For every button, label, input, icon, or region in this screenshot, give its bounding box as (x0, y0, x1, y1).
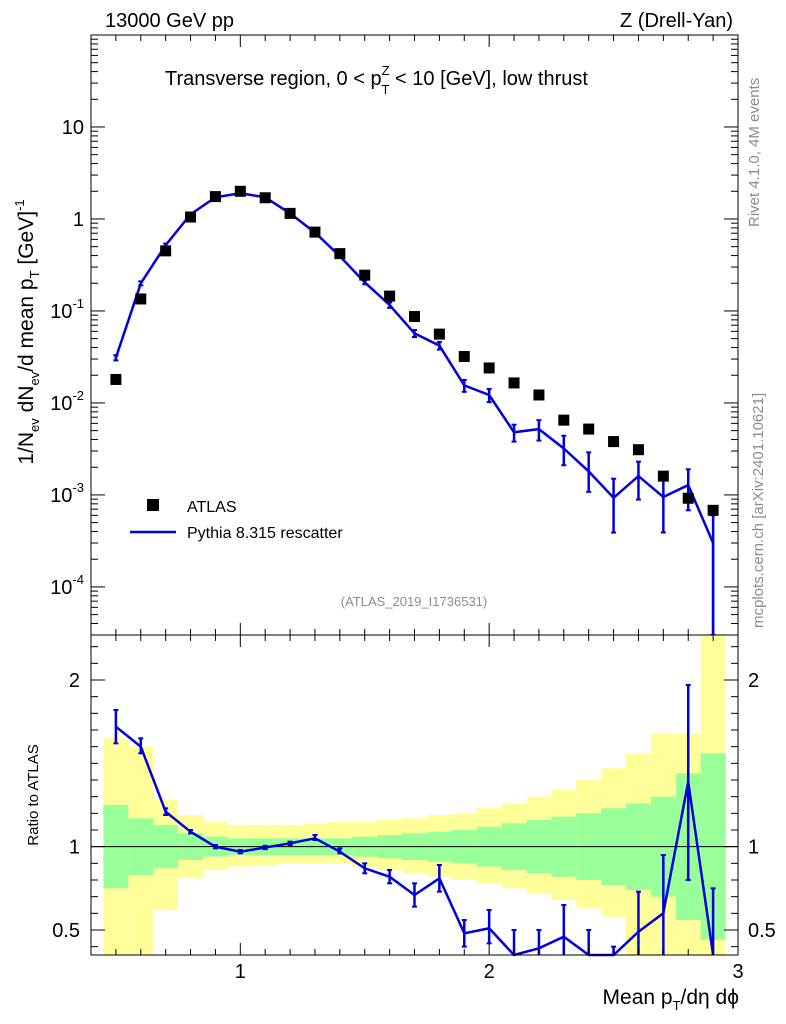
main-panel: (ATLAS_2019_I1736531) Transverse region,… (12, 34, 739, 636)
main-atlas-point (209, 191, 221, 203)
title-text-pre: Transverse region, 0 < p (165, 68, 382, 90)
main-atlas-point (632, 444, 644, 456)
main-atlas-point (384, 290, 396, 302)
x-tick-label: 3 (732, 961, 743, 983)
main-atlas-point (359, 269, 371, 281)
main-y-tick-label: 10-4 (50, 572, 84, 599)
energy-label: 13000 GeV pp (105, 10, 234, 32)
x-axis-label: Mean pT/dη dϕ (603, 986, 739, 1013)
title-text-post: < 10 [GeV], low thrust (390, 68, 589, 90)
title-subscript: T (382, 82, 390, 97)
ylabel-part-b: dN (15, 386, 38, 419)
main-title: Transverse region, 0 < pZ T < 10 [GeV], l… (165, 63, 588, 97)
rivet-label: Rivet 4.1.0, 4M events (746, 78, 763, 227)
main-atlas-point (508, 377, 520, 389)
main-atlas-point (185, 211, 197, 223)
legend-label-pythia: Pythia 8.315 rescatter (187, 525, 343, 542)
main-y-tick-label-exp: -1 (72, 296, 84, 311)
x-tick-label: 2 (484, 961, 495, 983)
x-tick-label: 1 (235, 961, 246, 983)
main-series-layer (110, 185, 719, 636)
title-superscript: Z (382, 63, 390, 78)
main-y-tick-label-base: 10 (50, 393, 72, 415)
ylabel-part-a: 1/N (15, 432, 38, 465)
main-atlas-point (234, 185, 246, 197)
main-atlas-point (259, 192, 271, 204)
ratio-panel: 1 2 30.5 0.51 12 2 Ratio to ATLAS Mean pT/dη … (25, 634, 776, 1013)
main-atlas-point (682, 492, 694, 504)
process-label: Z (Drell-Yan) (620, 10, 733, 32)
main-y-tick-label: 1 (73, 209, 84, 231)
xlabel-part-a: Mean p (603, 986, 673, 1009)
main-atlas-point (533, 389, 545, 401)
main-atlas-point (110, 373, 122, 385)
ratio-y-axis-label: Ratio to ATLAS (25, 744, 42, 845)
legend-marker-atlas (147, 499, 159, 511)
ylabel-part-c: /d mean p (15, 278, 38, 371)
main-y-tick-label-exp: -2 (72, 388, 84, 403)
ylabel-sub-b: ev (27, 371, 42, 385)
ratio-y-tick-label-right: 0.5 (748, 920, 776, 942)
main-atlas-point (558, 414, 570, 426)
xlabel-sub-a: T (673, 998, 681, 1013)
main-y-tick-label-exp: -4 (72, 572, 84, 587)
main-y-tick-label: 10 (62, 117, 84, 139)
main-atlas-point (458, 350, 470, 362)
ratio-axis-ticks: 1 2 30.5 0.51 12 2 (52, 635, 776, 983)
main-atlas-point (707, 504, 719, 516)
main-y-tick-label: 10-1 (50, 296, 84, 323)
main-atlas-point (309, 226, 321, 238)
legend-label-atlas: ATLAS (187, 499, 237, 516)
main-y-axis-label: 1/Nev dNev/d mean pT [GeV]-1 (12, 199, 42, 464)
ylabel-sup-d: -1 (12, 199, 27, 211)
main-atlas-point (135, 293, 147, 305)
main-y-tick-label-base: 10 (50, 301, 72, 323)
ylabel-sub-a: ev (27, 418, 42, 432)
mcplots-label: mcplots.cern.ch [arXiv:2401.10621] (750, 393, 767, 628)
main-y-tick-label-exp: -3 (72, 480, 84, 495)
main-atlas-point (284, 207, 296, 219)
analysis-label: (ATLAS_2019_I1736531) (341, 594, 487, 609)
ylabel-sub-c: T (27, 270, 42, 278)
ylabel-part-d: [GeV] (15, 211, 38, 271)
ratio-y-tick-label: 2 (69, 670, 80, 692)
ratio-y-tick-label-right: 2 (748, 670, 759, 692)
main-atlas-point (583, 423, 595, 435)
ratio-y-tick-label-right: 1 (748, 837, 759, 859)
ratio-y-tick-label: 0.5 (52, 920, 80, 942)
main-atlas-point (409, 311, 420, 323)
main-atlas-point (160, 245, 172, 257)
legend: ATLAS Pythia 8.315 rescatter (130, 499, 343, 542)
main-y-tick-label-base: 10 (50, 577, 72, 599)
main-atlas-point (657, 470, 669, 482)
main-atlas-point (334, 248, 346, 260)
main-atlas-point (433, 328, 445, 340)
ratio-frame (90, 634, 739, 956)
ratio-y-tick-label: 1 (69, 837, 80, 859)
main-y-tick-label-base: 10 (50, 485, 72, 507)
xlabel-part-b: /dη dϕ (681, 986, 739, 1009)
main-y-tick-label: 10-2 (50, 388, 84, 415)
main-atlas-point (608, 436, 620, 448)
main-y-tick-label: 10-3 (50, 480, 84, 507)
main-atlas-point (483, 362, 495, 374)
